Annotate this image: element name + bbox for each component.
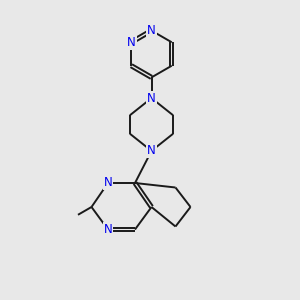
Text: N: N	[127, 36, 136, 49]
Text: N: N	[147, 92, 156, 105]
Text: N: N	[103, 176, 112, 190]
Text: N: N	[147, 24, 156, 37]
Text: N: N	[103, 223, 112, 236]
Text: N: N	[147, 144, 156, 158]
